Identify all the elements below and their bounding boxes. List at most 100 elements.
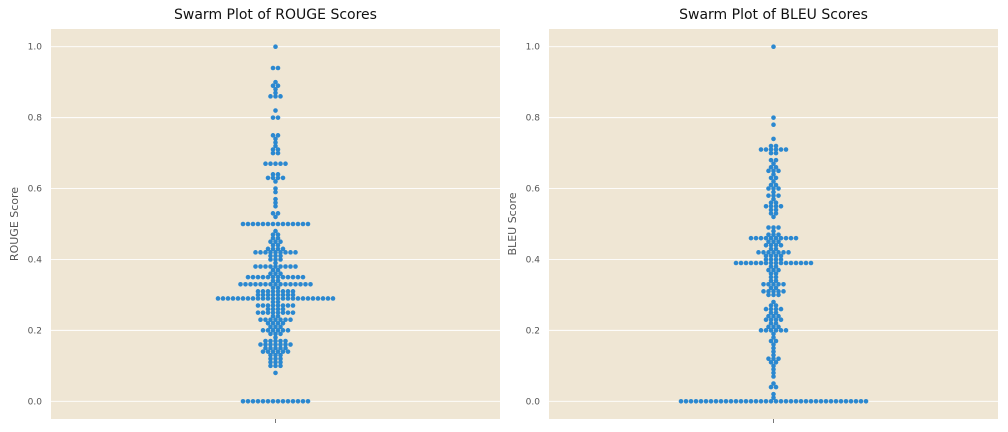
swarm-point-rouge (283, 338, 288, 344)
swarm-point-bleu (771, 331, 776, 337)
swarm-point-bleu (771, 395, 776, 401)
swarm-point-bleu (758, 147, 764, 152)
swarm-point-bleu (776, 289, 781, 294)
swarm-point-bleu (771, 363, 776, 369)
swarm-point-bleu (768, 310, 774, 315)
swarm-point-bleu (773, 207, 779, 213)
swarm-point-rouge (270, 274, 276, 280)
swarm-point-rouge (275, 289, 281, 294)
swarm-point-rouge (283, 317, 288, 323)
swarm-point-rouge (265, 303, 271, 308)
swarm-point-rouge (273, 260, 278, 266)
swarm-point-bleu (693, 398, 699, 404)
swarm-point-bleu (771, 374, 776, 379)
swarm-point-rouge (275, 150, 281, 156)
swarm-point-bleu (823, 398, 829, 404)
swarm-point-rouge (273, 196, 278, 202)
swarm-point-bleu (776, 239, 781, 245)
swarm-point-rouge (258, 264, 263, 269)
swarm-point-rouge (275, 313, 281, 319)
swarm-point-bleu (773, 143, 779, 149)
swarm-point-bleu (776, 356, 781, 362)
swarm-point-bleu (773, 211, 779, 216)
swarm-point-bleu (768, 384, 774, 390)
swarm-point-rouge (275, 292, 281, 298)
swarm-point-rouge (268, 324, 273, 330)
swarm-point-bleu (776, 324, 781, 330)
swarm-point-rouge (263, 264, 268, 269)
swarm-point-bleu (768, 182, 774, 188)
swarm-point-rouge (258, 281, 263, 287)
swarm-point-bleu (783, 147, 789, 152)
swarm-point-rouge (235, 296, 241, 301)
swarm-point-rouge (280, 306, 286, 312)
swarm-point-bleu (768, 285, 774, 291)
swarm-point-rouge (273, 363, 278, 369)
swarm-point-bleu (768, 164, 774, 170)
swarm-point-rouge (260, 349, 266, 354)
swarm-point-rouge (273, 86, 278, 92)
swarm-point-bleu (771, 335, 776, 340)
swarm-point-rouge (268, 359, 273, 365)
swarm-point-rouge (268, 356, 273, 362)
swarm-point-bleu (718, 398, 724, 404)
swarm-point-rouge (255, 398, 261, 404)
swarm-point-rouge (270, 83, 276, 89)
swarm-point-bleu (748, 235, 754, 241)
swarm-point-bleu (798, 260, 804, 266)
swarm-point-bleu (773, 242, 779, 248)
swarm-point-bleu (808, 398, 814, 404)
swarm-point-bleu (773, 338, 779, 344)
swarm-point-bleu (758, 260, 764, 266)
swarm-point-rouge (275, 211, 281, 216)
swarm-point-rouge (260, 310, 266, 315)
swarm-point-rouge (295, 398, 301, 404)
swarm-point-rouge (273, 200, 278, 206)
swarm-point-rouge (270, 150, 276, 156)
swarm-point-bleu (781, 289, 786, 294)
swarm-point-rouge (310, 296, 316, 301)
swarm-point-bleu (786, 250, 791, 255)
swarm-point-bleu (843, 398, 849, 404)
swarm-point-rouge (278, 271, 283, 276)
swarm-point-rouge (283, 250, 288, 255)
swarm-point-bleu (793, 398, 799, 404)
swarm-point-rouge (268, 250, 273, 255)
swarm-point-bleu (771, 292, 776, 298)
swarm-point-bleu (771, 250, 776, 255)
swarm-point-bleu (763, 235, 769, 241)
swarm-point-bleu (753, 260, 759, 266)
swarm-point-rouge (270, 292, 276, 298)
swarm-point-bleu (766, 292, 771, 298)
swarm-point-rouge (260, 303, 266, 308)
swarm-point-bleu (768, 317, 774, 323)
swarm-point-bleu (773, 359, 779, 365)
swarm-point-rouge (273, 317, 278, 323)
swarm-point-rouge (275, 246, 281, 252)
swarm-point-bleu (778, 260, 784, 266)
swarm-point-rouge (255, 310, 261, 315)
swarm-point-rouge (288, 250, 293, 255)
swarm-point-rouge (285, 289, 291, 294)
swarm-point-bleu (776, 193, 781, 198)
swarm-point-bleu (778, 398, 784, 404)
swarm-point-bleu (828, 398, 834, 404)
swarm-point-bleu (748, 260, 754, 266)
swarm-point-bleu (766, 250, 771, 255)
swarm-point-bleu (698, 398, 704, 404)
swarm-point-rouge (278, 239, 283, 245)
swarm-point-bleu (766, 239, 771, 245)
swarm-point-rouge (305, 221, 311, 227)
swarm-point-bleu (771, 349, 776, 354)
swarm-point-bleu (738, 398, 744, 404)
swarm-point-bleu (776, 267, 781, 273)
swarm-point-bleu (766, 232, 771, 237)
swarm-point-rouge (273, 345, 278, 351)
swarm-point-rouge (270, 211, 276, 216)
swarm-point-bleu (768, 306, 774, 312)
swarm-point-rouge (268, 363, 273, 369)
swarm-point-bleu (788, 235, 794, 241)
swarm-point-rouge (293, 250, 298, 255)
swarm-point-rouge (275, 278, 281, 284)
swarm-point-rouge (258, 342, 263, 347)
